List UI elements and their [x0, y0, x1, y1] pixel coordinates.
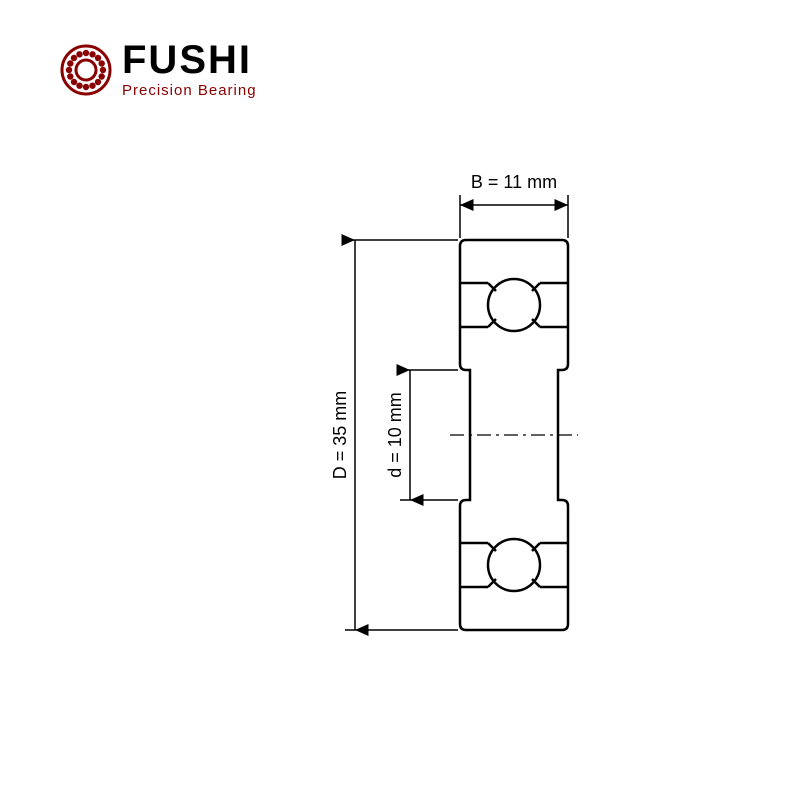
- dimension-B-label: B = 11 mm: [471, 172, 557, 192]
- dimension-D-label: D = 35 mm: [330, 391, 350, 480]
- brand-name: FUSHI: [122, 40, 257, 80]
- dimension-d-label: d = 10 mm: [385, 392, 405, 478]
- dimension-d: [400, 370, 458, 500]
- dimension-B: [460, 195, 568, 238]
- ball-bottom: [488, 539, 540, 591]
- bearing-icon: [60, 44, 112, 96]
- brand-tagline: Precision Bearing: [122, 82, 257, 99]
- ball-top: [488, 279, 540, 331]
- bearing-cross-section-diagram: B = 11 mm D = 35 mm d = 10 mm: [260, 150, 660, 710]
- brand-logo: FUSHI Precision Bearing: [60, 40, 257, 99]
